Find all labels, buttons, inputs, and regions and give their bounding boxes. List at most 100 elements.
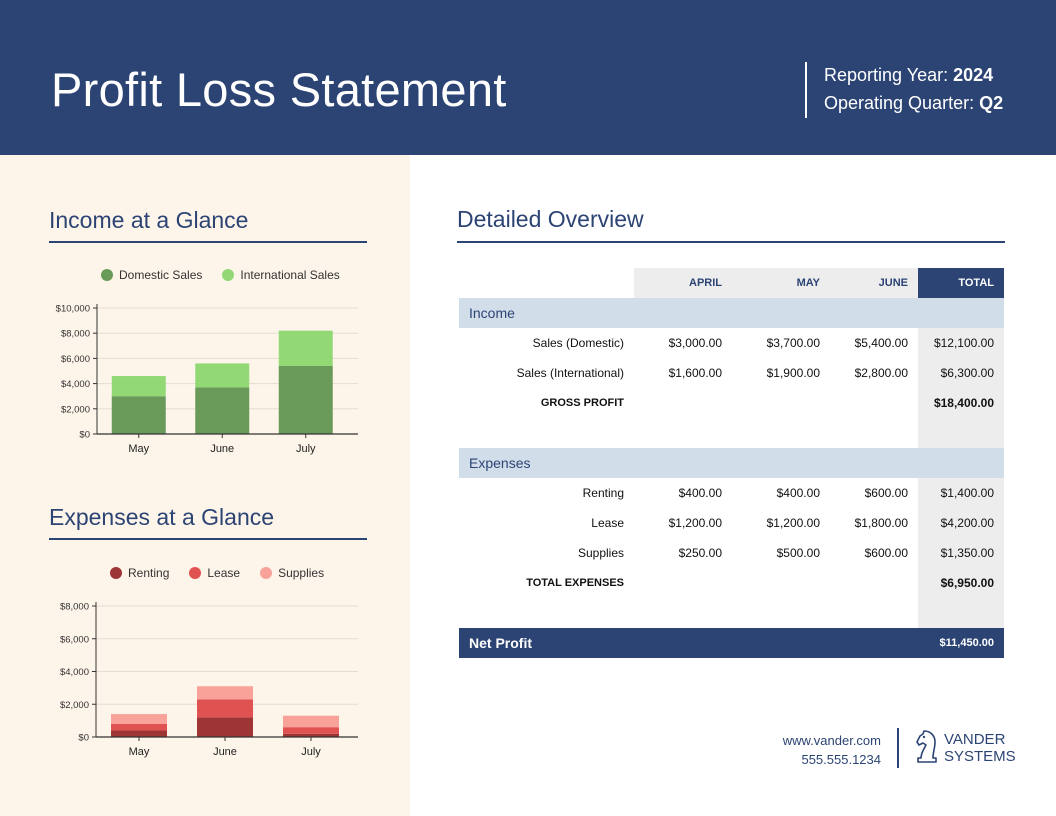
y-tick-label: $6,000 [61, 354, 90, 365]
phone-number: 555.555.1234 [801, 752, 881, 767]
chess-knight-icon [916, 730, 937, 763]
header-divider [805, 62, 807, 118]
quarter-label: Operating Quarter: [824, 93, 975, 113]
logo-line1: VANDER [944, 731, 1006, 748]
total-expenses-label: TOTAL EXPENSES [526, 577, 624, 589]
lease-swatch [189, 567, 202, 579]
bar-international-sales-july [278, 330, 333, 366]
y-tick-label: $10,000 [56, 304, 90, 315]
legend-renting-label: Renting [128, 566, 170, 580]
y-tick-label: $8,000 [61, 329, 90, 340]
legend-lease-label: Lease [207, 566, 241, 580]
bar-lease-july [283, 727, 339, 734]
cell-april: $1,200.00 [668, 516, 722, 530]
legend-international: International Sales [222, 268, 340, 282]
header-banner: Profit Loss Statement Reporting Year: 20… [0, 0, 1056, 155]
bar-supplies-may [111, 714, 167, 724]
expenses-band-label: Expenses [459, 448, 1004, 478]
cell-april: $1,600.00 [668, 366, 722, 380]
col-june: JUNE [830, 268, 918, 298]
table-row: Sales (Domestic) $3,000.00 $3,700.00 $5,… [459, 328, 1004, 358]
bar-international-sales-may [111, 376, 166, 397]
bar-supplies-june [197, 686, 253, 700]
overview-table: APRIL MAY JUNE TOTAL Income Sales (Domes… [459, 268, 1004, 658]
expenses-chart: $0 $2,000 $4,000 $6,000 $8,000 May June July [60, 602, 358, 758]
y-tick-label: $0 [78, 733, 89, 744]
cell-may: $3,700.00 [766, 336, 820, 350]
cell-june: $1,800.00 [854, 516, 908, 530]
x-tick-label: May [128, 443, 149, 455]
bar-lease-june [197, 699, 253, 718]
cell-may: $500.00 [776, 546, 820, 560]
expenses-legend: Renting Lease Supplies [110, 566, 324, 580]
total-expenses-row: TOTAL EXPENSES $6,950.00 [459, 568, 1004, 598]
legend-renting: Renting [110, 566, 169, 580]
y-tick-label: $2,000 [61, 404, 90, 415]
expenses-title-rule [49, 538, 367, 540]
cell-may: $1,200.00 [766, 516, 820, 530]
y-tick-label: $4,000 [60, 667, 89, 678]
col-total: TOTAL [918, 268, 1004, 298]
spacer-row [459, 598, 1004, 628]
income-band-label: Income [459, 298, 1004, 328]
net-profit-label: Net Profit [459, 628, 634, 658]
cell-total: $1,400.00 [918, 478, 1004, 508]
y-tick-label: $0 [79, 430, 90, 441]
gross-profit-label: GROSS PROFIT [540, 397, 624, 409]
bar-renting-may [111, 730, 167, 737]
footer-contact: www.vander.com 555.555.1234 [783, 731, 881, 769]
cell-total: $6,300.00 [918, 358, 1004, 388]
cell-april: $3,000.00 [668, 336, 722, 350]
domestic-swatch [101, 269, 113, 281]
row-label: Sales (International) [516, 366, 624, 380]
bar-lease-may [111, 723, 167, 731]
international-swatch [222, 269, 235, 281]
legend-domestic-label: Domestic Sales [119, 268, 203, 282]
table-row: Sales (International) $1,600.00 $1,900.0… [459, 358, 1004, 388]
cell-june: $600.00 [864, 486, 908, 500]
bar-renting-july [283, 733, 339, 737]
income-chart-title: Income at a Glance [49, 207, 249, 233]
cell-april: $250.00 [678, 546, 722, 560]
reporting-year: Reporting Year: 2024 [824, 65, 993, 86]
quarter-value: Q2 [979, 93, 1004, 113]
income-legend: Domestic Sales International Sales [101, 268, 340, 282]
x-tick-label: July [296, 443, 316, 455]
spacer-row [459, 418, 1004, 448]
y-tick-label: $6,000 [60, 634, 89, 645]
row-label: Renting [582, 486, 624, 500]
logo-line2: SYSTEMS [944, 748, 1016, 765]
expenses-band: Expenses [459, 448, 1004, 478]
income-chart: $0 $2,000 $4,000 $6,000 $8,000 $10,000 May June… [56, 304, 358, 455]
legend-international-label: International Sales [240, 268, 340, 282]
website-link[interactable]: www.vander.com [782, 733, 881, 748]
cell-may: $400.00 [776, 486, 820, 500]
gross-profit-total: $18,400.00 [918, 388, 1004, 418]
x-tick-label: June [213, 746, 237, 758]
total-expenses-total: $6,950.00 [918, 568, 1004, 598]
col-may: MAY [732, 268, 830, 298]
cell-may: $1,900.00 [766, 366, 820, 380]
company-logo: VANDER SYSTEMS [944, 731, 1016, 765]
cell-total: $4,200.00 [918, 508, 1004, 538]
supplies-swatch [260, 567, 273, 579]
x-tick-label: May [129, 746, 150, 758]
x-tick-label: July [301, 746, 321, 758]
cell-total: $12,100.00 [918, 328, 1004, 358]
table-row: Lease $1,200.00 $1,200.00 $1,800.00 $4,2… [459, 508, 1004, 538]
cell-june: $600.00 [864, 546, 908, 560]
gross-profit-row: GROSS PROFIT $18,400.00 [459, 388, 1004, 418]
income-band: Income [459, 298, 1004, 328]
legend-domestic: Domestic Sales [101, 268, 202, 282]
overview-title: Detailed Overview [457, 206, 644, 232]
page-title: Profit Loss Statement [51, 63, 507, 116]
y-tick-label: $4,000 [61, 379, 90, 390]
bar-domestic-sales-june [195, 387, 250, 434]
legend-supplies: Supplies [260, 566, 324, 580]
operating-quarter: Operating Quarter: Q2 [824, 93, 1003, 114]
col-april: APRIL [634, 268, 732, 298]
bar-international-sales-june [195, 363, 250, 388]
row-label: Lease [591, 516, 624, 530]
reporting-year-value: 2024 [953, 65, 994, 85]
bar-supplies-july [283, 715, 339, 728]
